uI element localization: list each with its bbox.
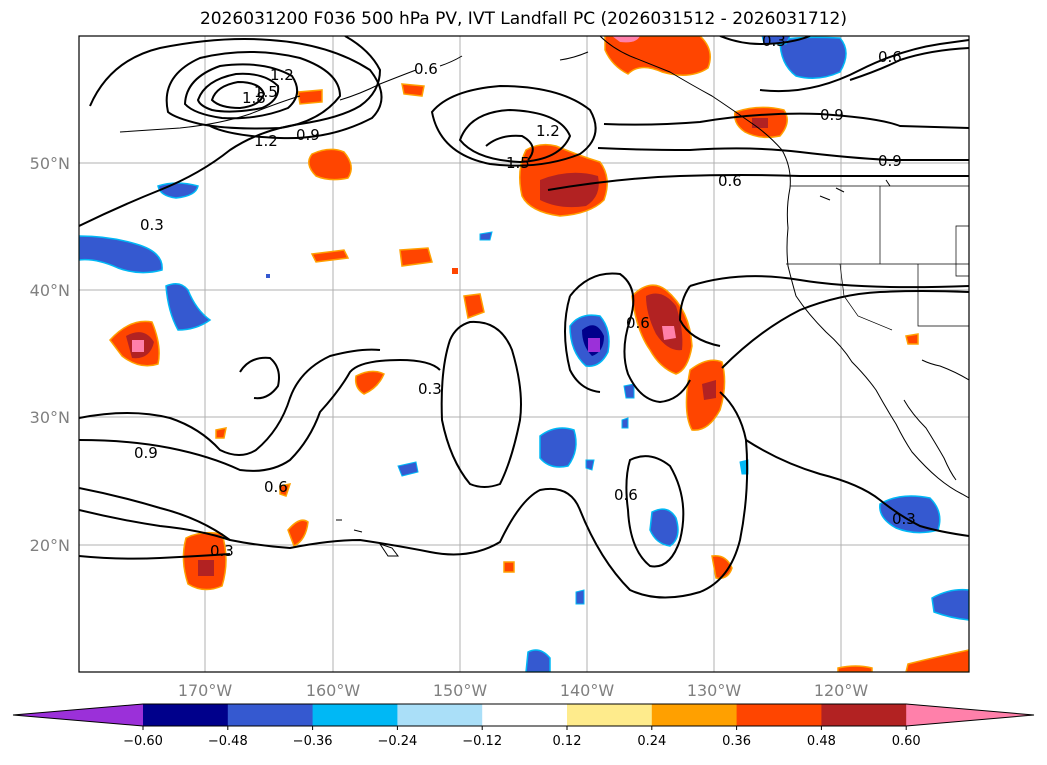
contour-label: 0.6 [878,48,902,66]
colorbar-segment [397,704,483,726]
map-frame [78,35,970,673]
contour-label: 0.6 [614,486,638,504]
contour-label: 0.6 [264,478,288,496]
lon-tick-label: 170°W [178,681,233,700]
lon-tick-label: 130°W [687,681,742,700]
contour-label: 0.3 [210,542,234,560]
colorbar-segment [567,704,653,726]
colorbar-tick-label: 0.48 [807,734,836,749]
contour-label: 0.9 [820,106,844,124]
contour-label: 1.2 [536,122,560,140]
lat-tick-label: 40°N [30,281,70,300]
contour-label: 0.6 [718,172,742,190]
colorbar-segment [482,704,568,726]
colorbar: −0.60 −0.48 −0.36 −0.24 −0.12 0.12 0.24 0.36 0.4… [12,703,1035,749]
colorbar-tick-label: −0.60 [123,734,163,749]
contour-label: 1.2 [254,132,278,150]
colorbar-tick-label: −0.24 [377,734,417,749]
map-title: 2026031200 F036 500 hPa PV, IVT Landfall… [199,9,847,29]
pv-contours [79,36,969,599]
lat-tick-label: 50°N [30,154,70,173]
contour-label: 0.3 [140,216,164,234]
colorbar-segment [227,704,314,726]
lat-tick-label: 30°N [30,408,70,427]
lon-tick-label: 160°W [306,681,361,700]
colorbar-tick-label: −0.48 [208,734,248,749]
contour-label: 0.6 [414,60,438,78]
colorbar-segment [143,704,229,726]
lon-tick-label: 140°W [560,681,615,700]
colorbar-tick-label: 0.36 [722,734,751,749]
lon-tick-label: 150°W [433,681,488,700]
colorbar-extend-low [13,704,143,726]
state-borders [786,185,969,331]
north-america-coast [599,36,969,499]
contour-labels: 1.2 1.5 1.8 1.2 0.9 0.6 1.2 1.5 0.9 0.6 … [134,32,916,560]
colorbar-tick-label: 0.60 [892,734,921,749]
contour-label: 0.3 [762,32,786,50]
contour-label: 1.5 [506,154,530,172]
negative-anomaly-fills [79,36,969,672]
colorbar-segment [312,704,398,726]
positive-anomaly-fills [109,36,969,672]
coastlines [119,36,969,557]
longitude-tick-labels: 170°W 160°W 150°W 140°W 130°W 120°W [178,681,869,700]
colorbar-tick-label: −0.12 [462,734,502,749]
contour-label: 1.8 [242,89,266,107]
colorbar-segment [651,704,738,726]
contour-label: 0.6 [626,314,650,332]
colorbar-tick-label: −0.36 [293,734,333,749]
positive-anomaly-patch [604,36,711,76]
contour-label: 0.3 [892,510,916,528]
negative-anomaly-patch [779,36,847,79]
lat-tick-label: 20°N [30,536,70,555]
latitude-tick-labels: 50°N 40°N 30°N 20°N [30,154,70,555]
colorbar-tick-label: 0.12 [553,734,582,749]
contour-label: 1.2 [270,66,294,84]
colorbar-segment [736,704,822,726]
contour-label: 1.5 [254,83,278,101]
colorbar-extend-high [906,704,1034,726]
colorbar-tick-label: 0.24 [637,734,666,749]
contour-label: 0.9 [296,126,320,144]
contour-line [89,38,383,140]
lon-tick-label: 120°W [814,681,869,700]
contour-label: 0.3 [418,380,442,398]
colorbar-segment [821,704,907,726]
contour-label: 0.9 [134,444,158,462]
contour-label: 0.9 [878,152,902,170]
